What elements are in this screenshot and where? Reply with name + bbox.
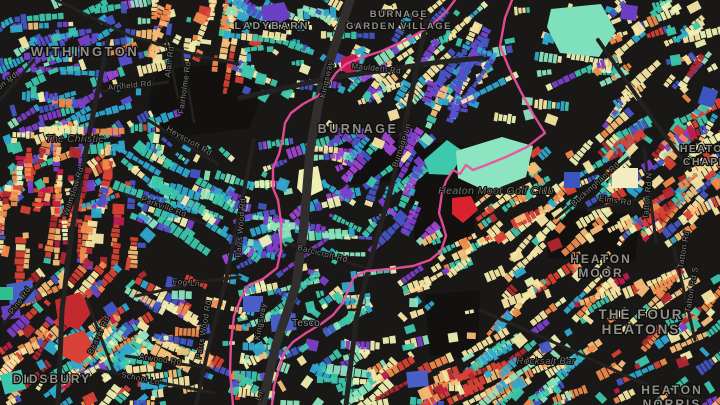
road-parkville-rd (122, 192, 207, 226)
road-kingsway (257, 0, 355, 405)
ward-boundary-2 (270, 0, 547, 405)
label-the-christie-14: The Christie (46, 134, 105, 145)
road-barcicroft-rd (284, 241, 368, 270)
cream-block-e (612, 168, 638, 188)
road-tatton-rd-s (672, 246, 697, 342)
label-tesco-16: Tesco (292, 318, 320, 329)
road-nw-diag (54, 0, 240, 66)
road-heyscroft-rd (146, 118, 220, 166)
road-heaton-chapel-diag (596, 38, 692, 172)
label-fog-ln-39: Fog Ln (172, 277, 200, 289)
golf-green-west (424, 140, 464, 175)
label-garden-village-3: GARDEN VILLAGE (346, 21, 452, 32)
roads-layer (0, 0, 702, 405)
label-heaton-12: HEATON (641, 383, 703, 397)
label-burnage-4: BURNAGE (318, 122, 399, 136)
label-withington-0: WITHINGTON (31, 44, 140, 59)
road-burton-rd (0, 58, 36, 102)
road-se-diag (478, 308, 702, 402)
red-blob-sw2 (62, 330, 96, 364)
blue-blob-sw (6, 279, 36, 307)
label-heatons-10: HEATONS (602, 322, 681, 337)
road-beaver-rd (84, 296, 116, 374)
purple-ne (620, 3, 638, 22)
road-fog-ln (134, 275, 242, 298)
region-golf-south-fringe (420, 229, 495, 279)
road-tatton-rd-n (642, 146, 658, 244)
blue-diamond-e (697, 85, 719, 109)
region-teal-mid (112, 133, 256, 257)
golf-green-east (456, 137, 533, 192)
label-heaton-moor-golf-club-15: Heaton Moor Golf Club (438, 185, 554, 197)
park-old-moat-park (148, 62, 262, 138)
label-norris-13: NORRIS (643, 397, 702, 405)
road-arnfield-rd (96, 80, 170, 94)
label-heaton-5: HEATON (680, 143, 720, 155)
label-rocksalt-bar-17: Rocksalt Bar (517, 356, 576, 367)
blue-block-e (564, 172, 580, 188)
purple-blob-top (261, 2, 291, 24)
label-chapel-6: CHAPEL (683, 156, 720, 168)
label-moor-8: MOOR (578, 266, 623, 280)
blue-block-kingsway (243, 296, 263, 312)
region-heaton-chapel (594, 53, 720, 217)
road-pine-rd (2, 276, 44, 326)
region-burnage-lane-east (340, 124, 454, 255)
landmarks-layer (0, 2, 719, 395)
region-west-red (0, 140, 146, 286)
road-school-ln (96, 368, 216, 395)
road-wilmslow-rd (55, 37, 111, 405)
mint-block-w (0, 287, 13, 300)
label-didsbury-11: DIDSBURY (13, 372, 91, 386)
label-burnage-2: BURNAGE (370, 9, 429, 20)
ward-boundary-1 (228, 0, 457, 405)
blue-block-se (406, 369, 429, 389)
road-fairholme-rd (180, 50, 196, 124)
road-burnage-ln (343, 11, 431, 405)
road-buckingham-rd (554, 156, 630, 220)
road-atwood-rd (124, 354, 210, 370)
red-golf-blob (452, 196, 478, 223)
region-ladybarn (223, 0, 375, 103)
teal-sw-corner (0, 369, 27, 395)
label-ln-42: Ln (254, 390, 266, 403)
region-tatton (584, 124, 720, 248)
boundary-layer (228, 0, 547, 405)
label-the-four-9: THE FOUR (599, 307, 684, 322)
label-heaton-7: HEATON (570, 252, 632, 266)
road-elms-rd (586, 196, 644, 212)
road-mauldeth-rd (237, 55, 485, 101)
region-four-heatons (456, 261, 720, 405)
park-se-park (425, 290, 480, 360)
region-heatons-teal-cluster (470, 332, 583, 405)
label-ladybarn-1: LADYBARN (235, 20, 310, 32)
region-burnage-garden-village (338, 0, 494, 130)
